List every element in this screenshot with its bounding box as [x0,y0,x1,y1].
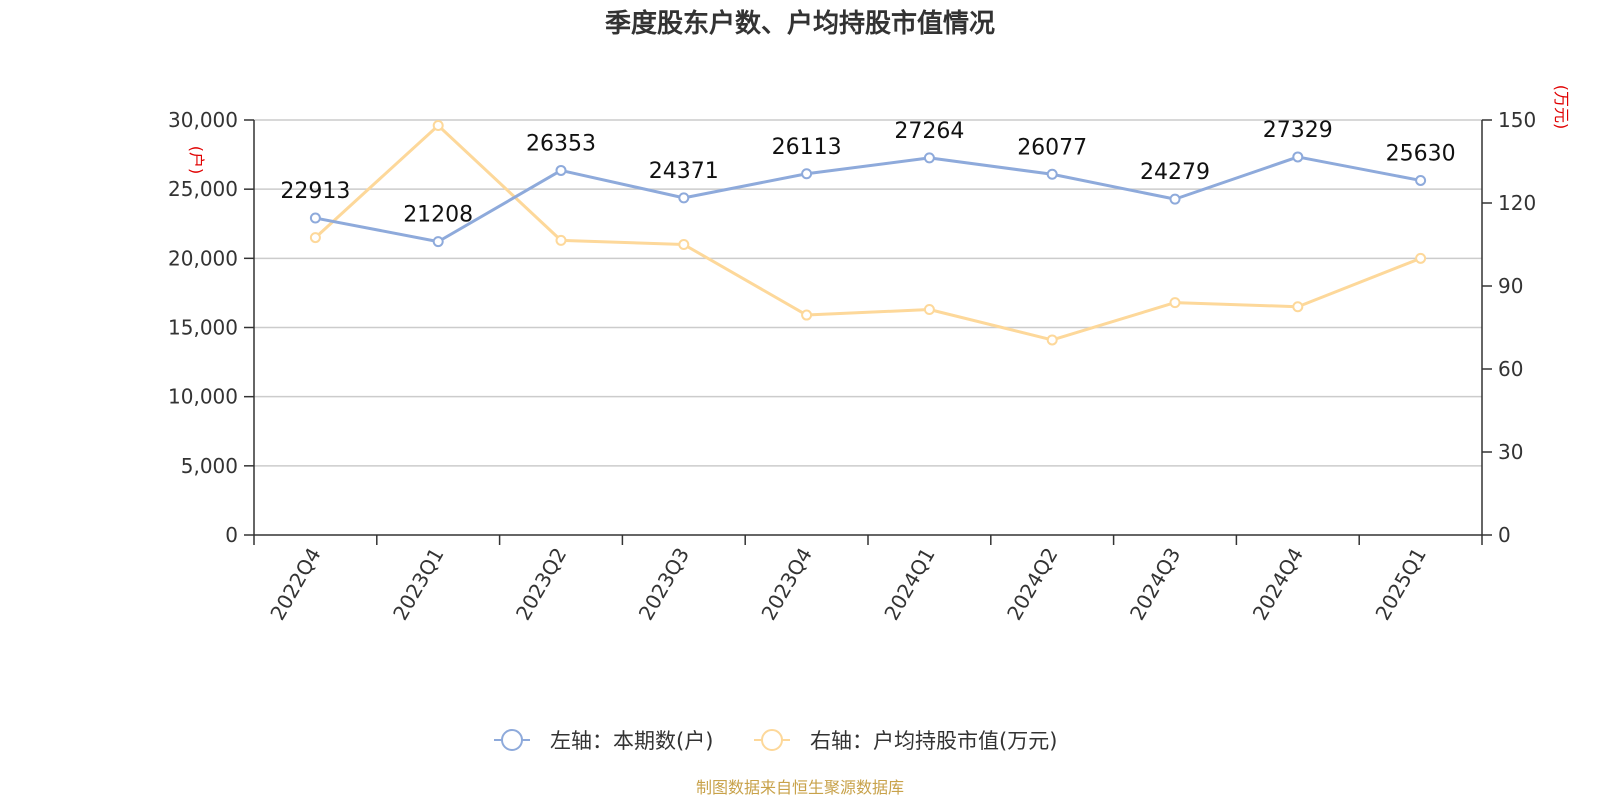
left-data-label: 27264 [894,119,964,144]
x-tick-label: 2023Q2 [511,544,571,625]
left-series-point [1046,168,1058,180]
left-series-line [315,155,1421,244]
right-series-point [678,239,690,250]
left-series-point [555,164,567,176]
right-tick-label: 60 [1498,357,1523,381]
left-tick-label: 20,000 [168,246,238,270]
right-series-point [1292,301,1304,313]
left-series-point [1169,193,1181,205]
x-tick-label: 2023Q3 [634,544,694,625]
x-tick-label: 2024Q2 [1002,544,1062,625]
left-data-label: 24371 [649,159,719,184]
left-series-point [801,168,813,180]
x-tick-label: 2023Q1 [388,544,448,625]
x-tick-label: 2024Q3 [1125,544,1185,625]
left-data-label: 26077 [1017,135,1087,160]
legend-label-right: 右轴：户均持股市值(万元) [810,729,1057,753]
left-axis-unit: (户) [187,146,206,175]
right-series-point [1169,297,1181,309]
x-tick-label: 2025Q1 [1370,544,1430,625]
left-series-layer: 22913 21208 26353 24371 26113 27264 26077 24279… [280,118,1456,248]
chart-title: 季度股东户数、户均持股市值情况 [605,8,995,39]
x-tick-label: 2022Q4 [265,544,325,625]
left-data-label: 27329 [1263,118,1333,143]
left-data-label: 25630 [1386,141,1456,166]
right-tick-label: 90 [1498,274,1523,298]
x-tick-label: 2024Q1 [879,544,939,625]
x-tick-label: 2024Q4 [1248,544,1308,625]
right-series-point [1415,252,1427,264]
legend-marker-right [761,729,783,751]
left-tick-label: 25,000 [168,177,238,201]
left-data-label: 26353 [526,131,596,156]
right-series-point [309,232,321,244]
left-series-point [432,236,444,248]
left-tick-label: 30,000 [168,108,238,132]
left-tick-label: 15,000 [168,316,238,340]
x-tick-label: 2023Q4 [756,544,816,625]
right-series-point [801,309,813,321]
grid [254,119,1482,467]
legend-label-left: 左轴：本期数(户) [550,729,713,753]
left-series-point [923,152,935,164]
left-series-point [1415,174,1427,186]
left-data-label: 26113 [772,135,842,160]
left-series-point [678,192,690,204]
legend-marker-left [501,729,523,751]
left-tick-label: 0 [225,523,238,547]
left-tick-label: 10,000 [168,385,238,409]
right-series-point [923,304,935,316]
right-series-point [432,120,444,132]
left-data-label: 21208 [403,203,473,228]
left-tick-label: 5,000 [181,454,238,478]
right-tick-label: 30 [1498,440,1523,464]
right-axis-unit: (万元) [1552,85,1571,130]
right-series-line [314,124,1422,342]
right-series-point [555,234,567,246]
left-data-label: 24279 [1140,160,1210,185]
right-tick-label: 120 [1498,191,1536,215]
left-series-point [1292,151,1304,163]
left-series-point [309,212,321,224]
right-tick-label: 150 [1498,108,1536,132]
left-data-label: 22913 [280,179,350,204]
right-tick-label: 0 [1498,523,1511,547]
right-series-layer [309,120,1427,346]
legend: 左轴：本期数(户) 右轴：户均持股市值(万元) [494,729,1057,753]
right-series-point [1046,334,1058,346]
source-note: 制图数据来自恒生聚源数据库 [696,778,904,797]
